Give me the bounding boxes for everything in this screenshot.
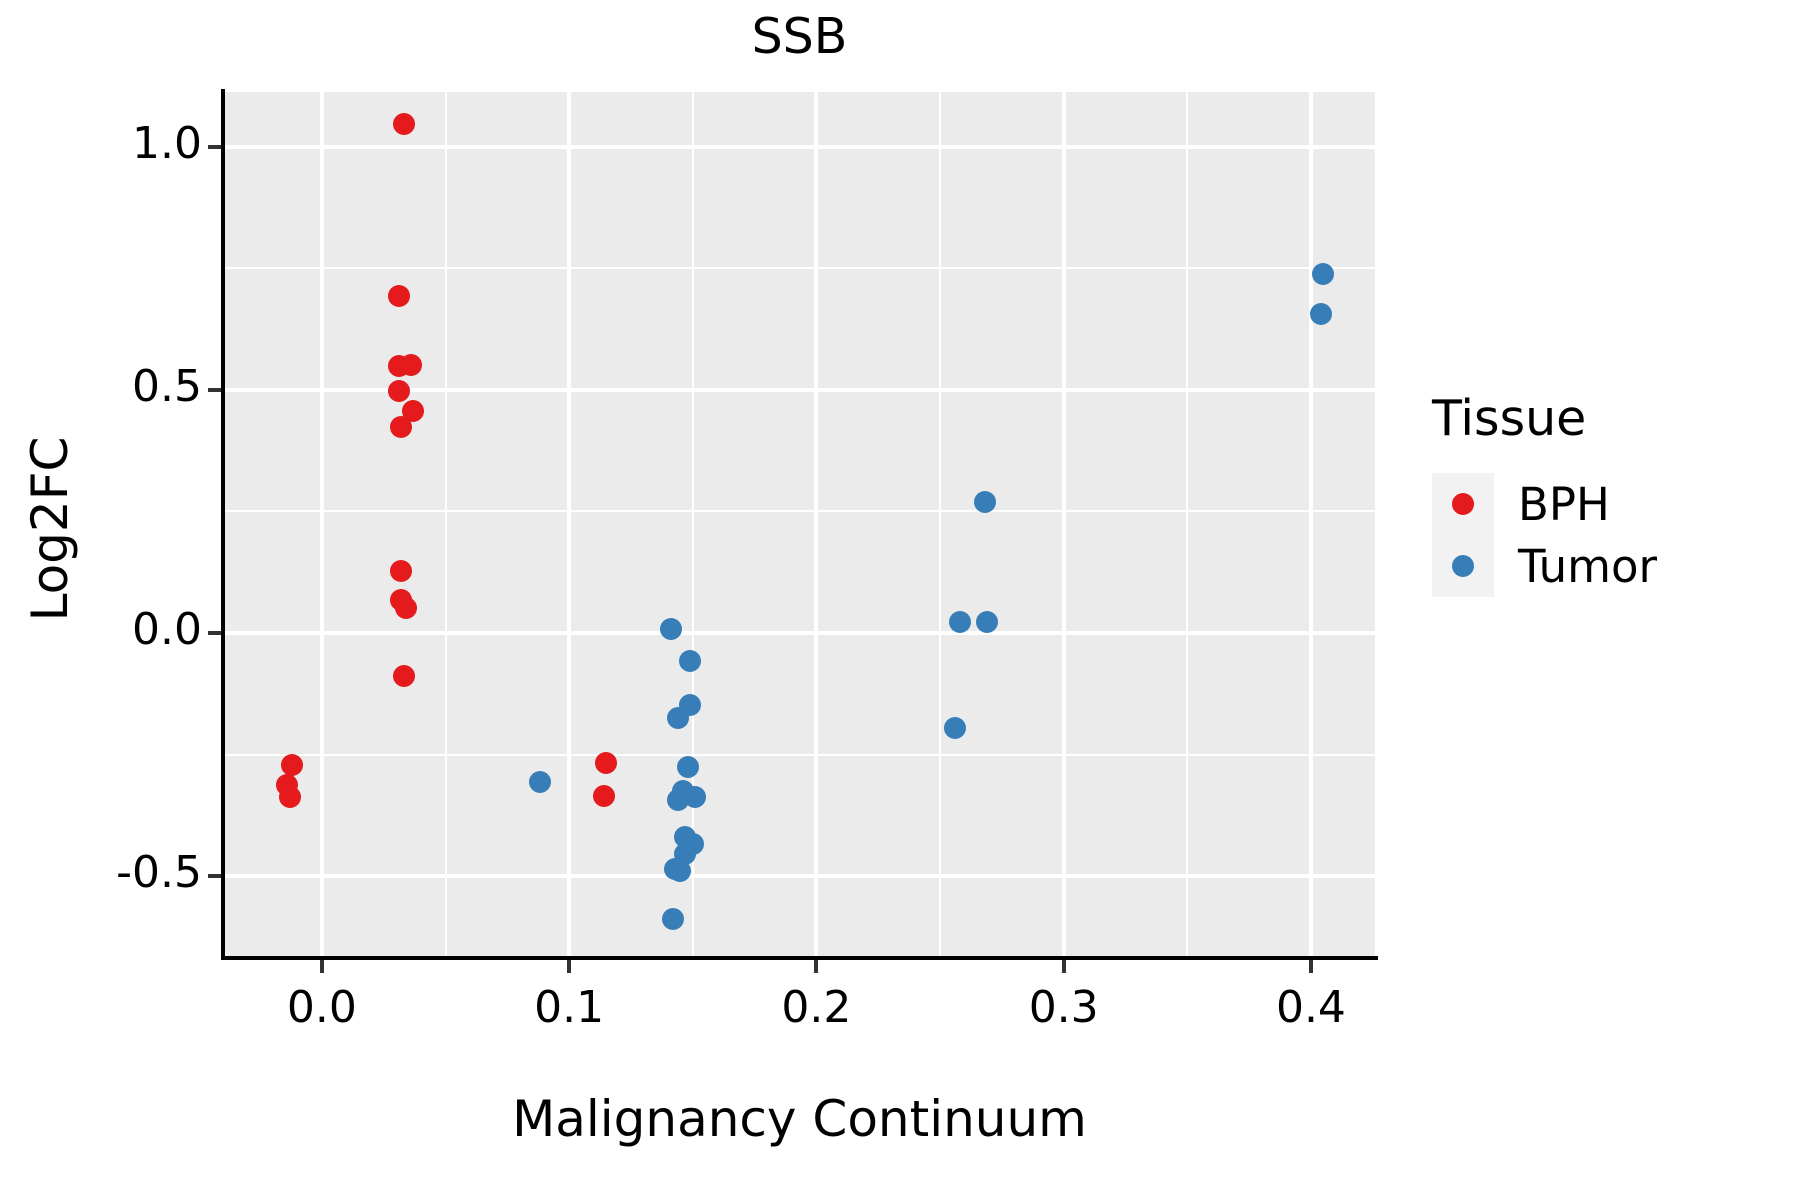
x-axis-tick <box>319 960 324 973</box>
legend-items: BPH Tumor <box>1432 473 1772 597</box>
data-point <box>595 751 618 774</box>
x-axis-tick-label: 0.3 <box>1028 982 1099 1033</box>
legend-title: Tissue <box>1432 390 1587 447</box>
gridline-vertical-major <box>814 92 819 957</box>
data-point <box>399 354 422 377</box>
gridline-vertical-major <box>567 92 572 957</box>
gridline-vertical-minor <box>197 92 200 957</box>
plot-panel <box>197 92 1375 999</box>
x-axis-tick-label: 0.1 <box>534 982 605 1033</box>
gridline-horizontal-major <box>224 631 1375 636</box>
data-point <box>390 415 413 438</box>
legend-point-icon <box>1452 555 1474 577</box>
data-point <box>387 379 410 402</box>
y-axis-tick-label: 0.5 <box>132 360 202 412</box>
data-point <box>676 755 699 778</box>
data-point <box>1312 263 1335 286</box>
y-axis-tick <box>208 631 221 636</box>
data-point <box>973 490 996 513</box>
data-point <box>392 113 415 136</box>
data-point <box>278 786 301 809</box>
data-point <box>948 610 971 633</box>
legend: Tissue BPH Tumor <box>1432 390 1772 597</box>
legend-item[interactable]: Tumor <box>1432 535 1772 597</box>
data-point <box>528 771 551 794</box>
chart-title: SSB <box>751 8 848 65</box>
x-axis-tick <box>567 960 572 973</box>
legend-item-label: BPH <box>1518 477 1610 531</box>
gridline-horizontal-minor <box>224 753 1375 756</box>
data-point <box>666 788 689 811</box>
x-axis-tick-label: 0.0 <box>286 982 357 1033</box>
data-point <box>387 284 410 307</box>
y-axis-tick <box>208 144 221 149</box>
data-point <box>669 859 692 882</box>
x-axis-tick-label: 0.4 <box>1275 982 1346 1033</box>
x-axis-tick-label: 0.2 <box>781 982 852 1033</box>
y-axis-tick-label: 0.0 <box>132 604 202 656</box>
gridline-horizontal-major <box>224 144 1375 149</box>
data-point <box>679 650 702 673</box>
x-axis-tick <box>814 960 819 973</box>
y-axis-tick-label: 1.0 <box>132 117 202 169</box>
gridline-horizontal-major <box>224 387 1375 392</box>
x-axis-line <box>221 956 1378 960</box>
gridline-horizontal-minor <box>224 267 1375 270</box>
data-point <box>976 610 999 633</box>
data-point <box>662 908 685 931</box>
legend-item-label: Tumor <box>1518 539 1658 593</box>
gridline-vertical-major <box>319 92 324 957</box>
gridline-vertical-minor <box>691 92 694 957</box>
gridline-horizontal-minor <box>224 510 1375 513</box>
gridline-horizontal-major <box>224 874 1375 879</box>
x-axis-tick <box>1061 960 1066 973</box>
y-axis-tick <box>208 387 221 392</box>
gridline-vertical-major <box>1061 92 1066 957</box>
y-axis-tick-label: -0.5 <box>116 847 202 899</box>
legend-key-swatch <box>1432 535 1494 597</box>
grid-layer <box>197 92 1375 999</box>
legend-point-icon <box>1452 493 1474 515</box>
gridline-vertical-major <box>1308 92 1313 957</box>
data-point <box>666 707 689 730</box>
gridline-horizontal-minor <box>224 996 1375 999</box>
data-point <box>592 784 615 807</box>
legend-item[interactable]: BPH <box>1432 473 1772 535</box>
y-axis-title: Log2FC <box>21 436 79 622</box>
data-point <box>684 785 707 808</box>
data-point <box>392 665 415 688</box>
x-axis-tick <box>1308 960 1313 973</box>
data-point <box>1309 302 1332 325</box>
data-point <box>943 717 966 740</box>
data-point <box>402 400 425 423</box>
legend-key-swatch <box>1432 473 1494 535</box>
data-point <box>281 754 304 777</box>
gridline-vertical-minor <box>1186 92 1189 957</box>
gridline-vertical-minor <box>939 92 942 957</box>
data-point <box>390 559 413 582</box>
data-point <box>394 597 417 620</box>
gridline-vertical-minor <box>444 92 447 957</box>
y-axis-line <box>221 89 225 960</box>
y-axis-tick <box>208 874 221 879</box>
data-point <box>659 617 682 640</box>
x-axis-title: Malignancy Continuum <box>512 1090 1087 1148</box>
